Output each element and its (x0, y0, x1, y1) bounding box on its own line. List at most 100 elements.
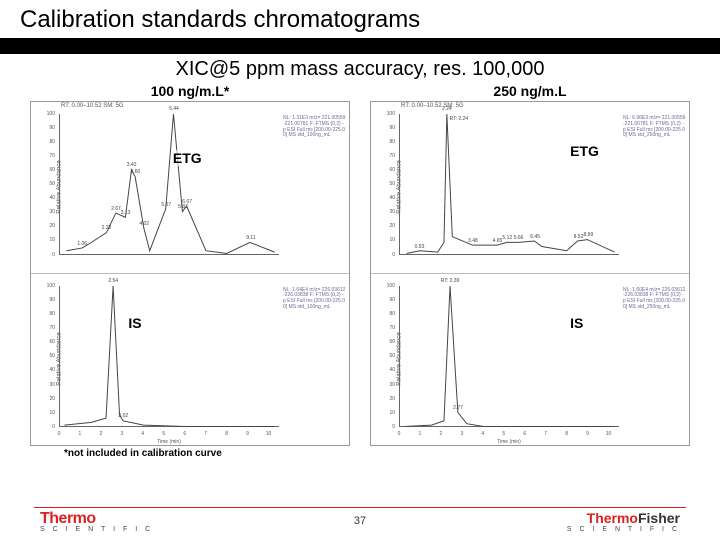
y-tick: 100 (387, 111, 395, 117)
y-tick: 50 (389, 353, 395, 359)
y-tick: 0 (52, 252, 55, 258)
rt-annotation: RT: 2.24 (450, 116, 469, 122)
y-ticks: 0102030405060708090100 (31, 114, 57, 255)
y-tick: 70 (389, 325, 395, 331)
rt-header: RT: 0.00–10.52 SM: 5G (401, 103, 464, 109)
trace-label: ETG (171, 150, 204, 166)
y-tick: 50 (389, 181, 395, 187)
x-tick: 6 (183, 431, 186, 437)
side-meta: NL: 1.60E4 m/z= 226.03612-226.03838 F: F… (623, 288, 687, 311)
y-tick: 70 (49, 153, 55, 159)
y-tick: 90 (389, 125, 395, 131)
peak-label: 0.93 (415, 244, 425, 250)
y-tick: 40 (389, 367, 395, 373)
x-axis-label: Time (min) (157, 439, 181, 445)
logo-thermofisher: ThermoFisher S C I E N T I F I C (567, 510, 680, 533)
y-tick: 30 (389, 209, 395, 215)
x-tick: 3 (460, 431, 463, 437)
peak-label: 5.12 (502, 235, 512, 241)
y-tick: 40 (49, 195, 55, 201)
y-tick: 10 (49, 237, 55, 243)
y-tick: 30 (389, 382, 395, 388)
y-tick: 60 (389, 167, 395, 173)
logo-tf-word: ThermoFisher (587, 510, 680, 526)
x-tick: 2 (440, 431, 443, 437)
y-tick: 60 (49, 167, 55, 173)
x-tick: 2 (100, 431, 103, 437)
x-tick: 8 (225, 431, 228, 437)
y-ticks: 0102030405060708090100 (31, 286, 57, 428)
trace-label: IS (126, 315, 143, 331)
side-meta: NL: 1.31E3 m/z= 221.00559-221.00781 F: F… (283, 116, 347, 139)
y-tick: 60 (49, 339, 55, 345)
subplot: Relative AbundanceRT: 0.00–10.52 SM: 5G1… (31, 102, 349, 274)
y-tick: 20 (49, 223, 55, 229)
x-tick: 9 (586, 431, 589, 437)
page-number: 37 (354, 515, 366, 527)
trace-label: ETG (568, 143, 601, 159)
footer: Thermo S C I E N T I F I C 37 ThermoFish… (0, 506, 720, 536)
page-title: Calibration standards chromatograms (20, 6, 700, 34)
y-tick: 80 (389, 139, 395, 145)
x-tick: 10 (606, 431, 612, 437)
subplot: Relative AbundanceRT: 2.392.77NL: 1.60E4… (371, 274, 689, 446)
x-tick: 9 (246, 431, 249, 437)
peak-label: 3.02 (118, 413, 128, 419)
logo-thermo: Thermo S C I E N T I F I C (40, 510, 153, 533)
y-tick: 90 (49, 125, 55, 131)
x-ticks: 012345678910Time (min) (59, 429, 279, 443)
peak-label: 2.22 (102, 225, 112, 231)
trace-label: IS (568, 315, 585, 331)
y-tick: 20 (49, 396, 55, 402)
y-tick: 10 (389, 410, 395, 416)
y-tick: 40 (49, 367, 55, 373)
y-tick: 0 (392, 424, 395, 430)
y-tick: 70 (389, 153, 395, 159)
y-tick: 70 (49, 325, 55, 331)
peak-label: 3.42 (127, 162, 137, 168)
chromatogram-trace (60, 114, 279, 254)
y-tick: 100 (47, 283, 55, 289)
x-tick: 4 (141, 431, 144, 437)
y-tick: 60 (389, 339, 395, 345)
logo-thermo-sub: S C I E N T I F I C (40, 526, 153, 533)
peak-label: 9.11 (246, 235, 255, 241)
peak-label: 4.02 (139, 221, 149, 227)
y-tick: 20 (389, 396, 395, 402)
plot-area: 0.932.243.484.655.125.666.458.528.99RT: … (399, 114, 619, 255)
peak-label: 2.67 (111, 206, 121, 212)
logo-thermo-word: Thermo (40, 510, 96, 527)
plot-area: 2.543.02 (59, 286, 279, 428)
y-tick: 80 (49, 311, 55, 317)
x-tick: 7 (544, 431, 547, 437)
x-tick: 10 (266, 431, 272, 437)
x-tick: 4 (481, 431, 484, 437)
x-ticks: 012345678910Time (min) (399, 429, 619, 443)
panel-stack-right: Relative AbundanceRT: 0.00–10.52 SM: 5G0… (370, 101, 690, 446)
plot-area: RT: 2.392.77 (399, 286, 619, 428)
chromatogram-trace (60, 286, 279, 427)
peak-label: 5.66 (514, 235, 524, 241)
y-tick: 50 (49, 353, 55, 359)
subtitle: XIC@5 ppm mass accuracy, res. 100,000 (0, 54, 720, 83)
header-stripe (0, 38, 720, 54)
peak-label: RT: 2.39 (441, 278, 460, 284)
peak-label: 5.44 (169, 106, 179, 112)
side-meta: NL: 6.96E3 m/z= 221.00559-221.00781 F: F… (623, 116, 687, 139)
logo-tf-sub: S C I E N T I F I C (567, 526, 680, 533)
panel-left: 100 ng/m.L* Relative AbundanceRT: 0.00–1… (30, 83, 350, 459)
y-tick: 100 (387, 283, 395, 289)
peak-label: 3.60 (131, 169, 141, 175)
x-axis-label: Time (min) (497, 439, 521, 445)
y-tick: 40 (389, 195, 395, 201)
peak-label: 1.06 (77, 241, 87, 247)
rt-header: RT: 0.00–10.52 SM: 5G (61, 103, 124, 109)
panel-stack-left: Relative AbundanceRT: 0.00–10.52 SM: 5G1… (30, 101, 350, 446)
y-tick: 30 (49, 382, 55, 388)
x-tick: 6 (523, 431, 526, 437)
x-tick: 1 (419, 431, 422, 437)
plot-area: 1.062.222.673.133.423.604.025.075.445.87… (59, 114, 279, 255)
x-tick: 8 (565, 431, 568, 437)
y-tick: 20 (389, 223, 395, 229)
peak-label: 2.24 (442, 106, 452, 112)
